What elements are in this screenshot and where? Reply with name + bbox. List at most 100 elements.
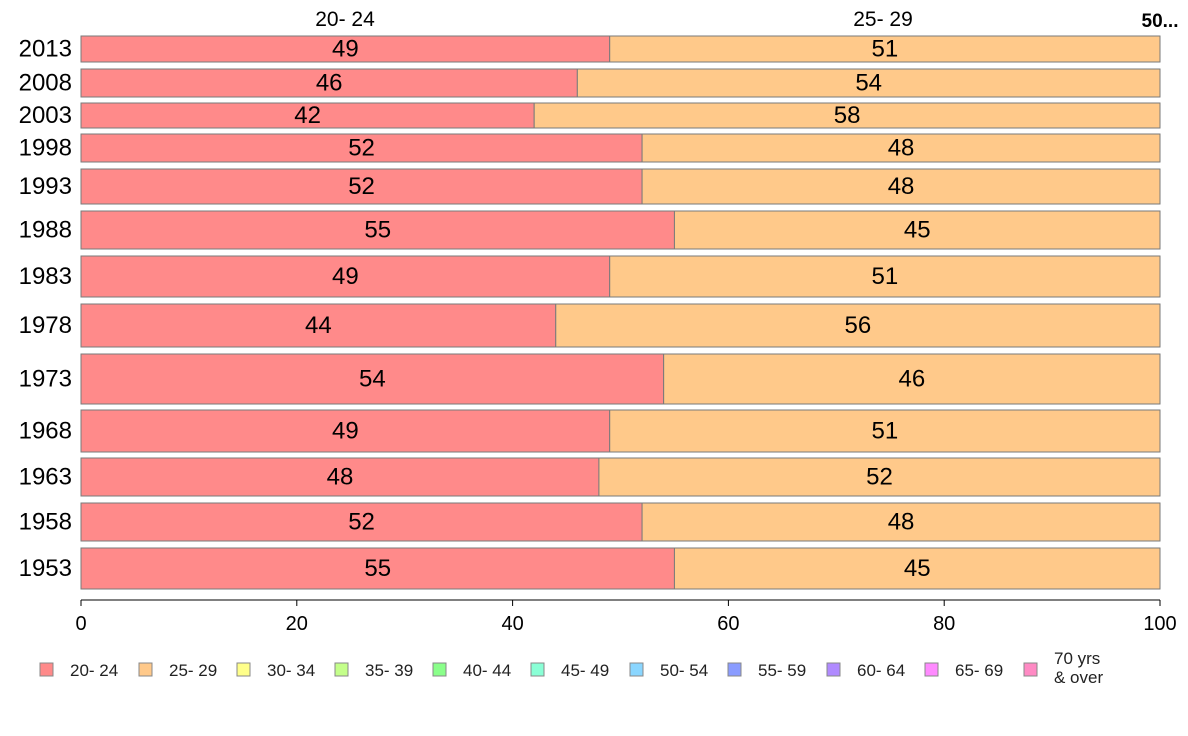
top-series-label-0: 20- 24 (315, 8, 375, 31)
x-tick-label-100: 100 (1143, 613, 1176, 635)
y-tick-label-1988: 1988 (19, 217, 72, 244)
top-series-label-1: 25- 29 (853, 8, 913, 31)
legend-label-4: 40- 44 (463, 661, 511, 680)
x-tick-label-0: 0 (75, 613, 86, 635)
data-label-2008-series-1: 54 (855, 70, 882, 97)
y-tick-label-1968: 1968 (19, 418, 72, 445)
data-label-1988-series-1: 45 (904, 217, 931, 244)
bar-1958-series-1 (641, 502, 1161, 542)
data-label-1968-series-1: 51 (872, 418, 899, 445)
bar-1973-series-1 (663, 353, 1161, 405)
data-label-1988-series-0: 55 (364, 217, 391, 244)
legend-swatch-5 (530, 662, 545, 677)
y-tick-label-1953: 1953 (19, 555, 72, 582)
data-label-1983-series-1: 51 (872, 263, 899, 290)
bar-1993-series-1 (641, 168, 1161, 205)
y-tick-label-2003: 2003 (19, 102, 72, 129)
y-tick-label-1998: 1998 (19, 135, 72, 162)
legend-label-1: 25- 29 (169, 661, 217, 680)
bar-1953-series-1 (673, 547, 1161, 590)
bar-1983-series-0 (80, 255, 611, 298)
bar-1993-series-0 (80, 168, 643, 205)
bar-2003-series-1 (533, 102, 1161, 129)
legend: 20- 24 25- 29 30- 34 35- 39 40- 44 45- 49 50- … (39, 649, 1103, 687)
legend-swatch-1 (138, 662, 153, 677)
y-tick-label-1958: 1958 (19, 509, 72, 536)
data-label-1963-series-0: 48 (327, 464, 354, 491)
data-label-2013-series-0: 49 (332, 36, 359, 63)
bar-1973-series-0 (80, 353, 665, 405)
legend-swatch-10 (1023, 662, 1038, 677)
bar-2003-series-0 (80, 102, 535, 129)
y-tick-label-2008: 2008 (19, 70, 72, 97)
legend-swatch-4 (432, 662, 447, 677)
bar-1983-series-1 (609, 255, 1161, 298)
bar-2013-series-1 (609, 35, 1161, 63)
bar-1998-series-1 (641, 133, 1161, 163)
data-label-1973-series-1: 46 (898, 366, 925, 393)
bar-1998-series-0 (80, 133, 643, 163)
legend-swatch-3 (334, 662, 349, 677)
y-axis-labels: 2013 2008 2003 1998 1993 1988 1983 1978 1973 1968… (19, 36, 72, 583)
legend-label-0: 20- 24 (70, 661, 118, 680)
x-tick-label-20: 20 (286, 613, 308, 635)
legend-label-9: 65- 69 (955, 661, 1003, 680)
legend-swatch-8 (826, 662, 841, 677)
data-label-1958-series-1: 48 (888, 509, 915, 536)
bar-2013-series-0 (80, 35, 611, 63)
data-label-1963-series-1: 52 (866, 464, 893, 491)
y-tick-label-1963: 1963 (19, 464, 72, 491)
y-tick-label-2013: 2013 (19, 36, 72, 63)
data-label-1993-series-1: 48 (888, 173, 915, 200)
data-label-1998-series-1: 48 (888, 135, 915, 162)
y-tick-label-1973: 1973 (19, 366, 72, 393)
data-label-1958-series-0: 52 (348, 509, 375, 536)
y-tick-label-1993: 1993 (19, 173, 72, 200)
data-label-2003-series-0: 42 (294, 102, 321, 129)
legend-label-7: 55- 59 (758, 661, 806, 680)
legend-label-2: 30- 34 (267, 661, 315, 680)
legend-swatch-6 (629, 662, 644, 677)
bar-1953-series-0 (80, 547, 675, 590)
data-label-1978-series-0: 44 (305, 312, 332, 339)
top-series-labels: 20- 24 25- 29 50... (315, 8, 1178, 32)
bar-2008-series-1 (576, 68, 1161, 98)
legend-swatch-2 (236, 662, 251, 677)
data-label-1983-series-0: 49 (332, 263, 359, 290)
bar-1963-series-0 (80, 457, 600, 497)
bar-1978-series-1 (555, 303, 1161, 348)
legend-label-3: 35- 39 (365, 661, 413, 680)
legend-label-6: 50- 54 (660, 661, 708, 680)
data-label-1978-series-1: 56 (845, 312, 872, 339)
x-axis: 0 20 40 60 80 100 (75, 599, 1177, 635)
legend-swatch-9 (924, 662, 939, 677)
data-label-1993-series-0: 52 (348, 173, 375, 200)
bar-1963-series-1 (598, 457, 1161, 497)
data-label-2013-series-1: 51 (872, 36, 899, 63)
legend-swatch-7 (727, 662, 742, 677)
legend-swatch-0 (39, 662, 54, 677)
data-label-1973-series-0: 54 (359, 366, 386, 393)
y-tick-label-1978: 1978 (19, 312, 72, 339)
data-label-2008-series-0: 46 (316, 70, 343, 97)
legend-label-8: 60- 64 (857, 661, 905, 680)
x-tick-label-80: 80 (933, 613, 955, 635)
bar-1968-series-0 (80, 409, 611, 453)
data-label-1968-series-0: 49 (332, 418, 359, 445)
bar-1958-series-0 (80, 502, 643, 542)
data-label-1998-series-0: 52 (348, 135, 375, 162)
bar-2008-series-0 (80, 68, 578, 98)
data-label-2003-series-1: 58 (834, 102, 861, 129)
x-tick-label-60: 60 (717, 613, 739, 635)
bars-group: 49 51 46 54 42 58 52 48 52 48 55 45 49 51 44 56 54 46 49 51… (80, 35, 1161, 590)
legend-label-5: 45- 49 (561, 661, 609, 680)
bar-1988-series-1 (673, 210, 1161, 250)
x-tick-label-40: 40 (501, 613, 523, 635)
top-right-overlap-label: 50... (1142, 11, 1179, 32)
data-label-1953-series-0: 55 (364, 555, 391, 582)
legend-label-10: 70 yrs & over (1054, 649, 1103, 687)
y-tick-label-1983: 1983 (19, 263, 72, 290)
data-label-1953-series-1: 45 (904, 555, 931, 582)
bar-1968-series-1 (609, 409, 1161, 453)
